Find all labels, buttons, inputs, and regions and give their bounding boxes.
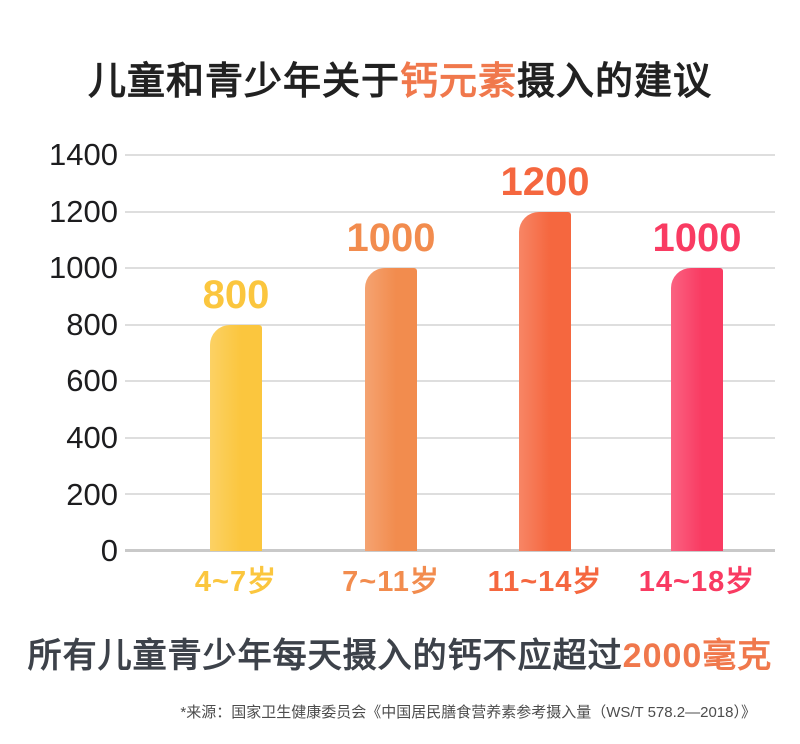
title-prefix: 儿童和青少年关于: [87, 61, 400, 103]
bar-group-4-7: 800: [203, 155, 269, 551]
bar-value-label: 1200: [500, 160, 590, 204]
y-tick-label: 200: [66, 477, 118, 512]
title-highlight: 钙元素: [399, 61, 517, 103]
y-tick-label: 800: [66, 307, 118, 342]
y-tick-label: 1000: [49, 250, 118, 285]
y-tick-label: 1200: [49, 194, 118, 229]
footer-highlight: 2000毫克: [622, 637, 773, 675]
bar-group-7-11: 1000: [347, 155, 435, 551]
bar-value-label: 1000: [652, 216, 742, 260]
y-tick-label: 0: [100, 533, 118, 568]
x-label-4-7: 4~7岁: [194, 566, 278, 598]
gridline: [125, 437, 775, 439]
bar-14-18: [671, 268, 723, 551]
gridline: [125, 211, 775, 213]
y-tick-label: 1400: [49, 137, 118, 172]
chart-title: 儿童和青少年关于钙元素摄入的建议: [0, 50, 800, 105]
x-label-14-18: 14~18岁: [638, 566, 756, 598]
gridline: [125, 493, 775, 495]
bar-group-14-18: 1000: [653, 155, 741, 551]
bar-value-label: 800: [202, 273, 270, 317]
y-tick-label: 600: [66, 363, 118, 398]
x-axis-baseline: [125, 549, 775, 552]
bar-group-11-14: 1200: [501, 155, 589, 551]
gridline: [125, 380, 775, 382]
gridline: [125, 267, 775, 269]
bar-7-11: [365, 268, 417, 551]
y-tick-label: 400: [66, 420, 118, 455]
plot-area: 800 1000 1200 1000: [125, 154, 775, 552]
x-label-7-11: 7~11岁: [342, 566, 440, 598]
bar-value-label: 1000: [346, 216, 436, 260]
y-axis: 1400 1200 1000 800 600 400 200 0: [18, 0, 118, 744]
footer-prefix: 所有儿童青少年每天摄入的钙不应超过: [27, 637, 623, 675]
gridline: [125, 324, 775, 326]
x-label-11-14: 11~14岁: [487, 566, 603, 598]
source-citation: *来源：国家卫生健康委员会《中国居民膳食营养素参考摄入量（WS/T 578.2—…: [180, 704, 756, 721]
bar-4-7: [210, 325, 262, 551]
footer-note: 所有儿童青少年每天摄入的钙不应超过2000毫克: [0, 628, 800, 677]
title-suffix: 摄入的建议: [517, 61, 713, 103]
gridline: [125, 154, 775, 156]
bar-11-14: [519, 212, 571, 551]
